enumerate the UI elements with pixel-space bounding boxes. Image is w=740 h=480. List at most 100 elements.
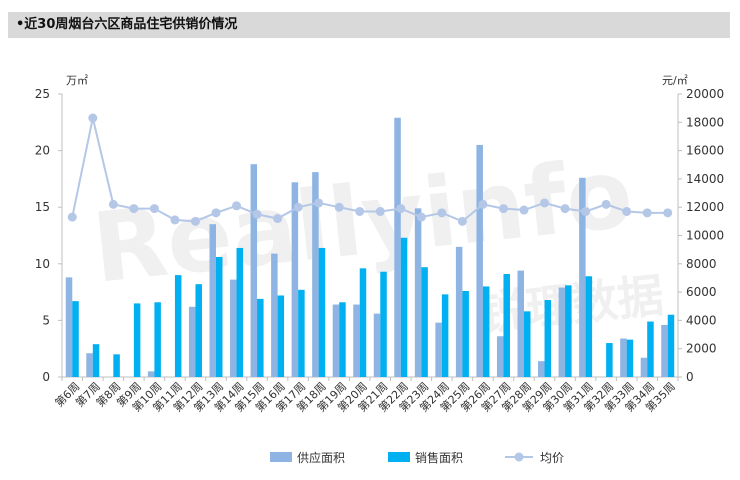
bar-supply <box>455 246 463 377</box>
y-tick-label-left: 15 <box>35 200 50 214</box>
point-avg-price <box>211 208 221 218</box>
bar-sales <box>503 273 510 377</box>
point-avg-price <box>129 204 139 214</box>
bar-sales <box>667 314 675 377</box>
bar-supply <box>86 353 93 377</box>
point-avg-price <box>375 206 385 216</box>
point-avg-price <box>560 204 570 214</box>
y-axis-label-left: 万㎡ <box>66 74 88 87</box>
bar-sales <box>257 298 264 377</box>
bar-sales <box>462 290 469 377</box>
point-avg-price <box>642 208 652 218</box>
point-avg-price <box>416 212 426 222</box>
legend-swatch-sales <box>388 452 410 462</box>
point-avg-price <box>67 212 77 222</box>
bar-sales <box>524 311 531 377</box>
point-avg-price <box>519 205 529 215</box>
bar-sales <box>113 354 120 377</box>
bar-supply <box>538 361 545 377</box>
bar-sales <box>606 343 613 377</box>
y-tick-label-left: 20 <box>35 144 50 158</box>
bar-supply <box>271 253 278 377</box>
bar-sales <box>339 302 346 377</box>
bar-sales <box>441 294 449 377</box>
y-tick-label-right: 14000 <box>686 172 724 186</box>
y-tick-label-right: 8000 <box>686 257 717 271</box>
y-tick-label-left: 0 <box>42 370 50 384</box>
point-avg-price <box>478 199 488 209</box>
bar-sales <box>647 321 654 377</box>
point-avg-price <box>170 215 180 225</box>
bar-supply <box>188 306 196 377</box>
y-axis-label-right: 元/㎡ <box>662 74 688 87</box>
y-tick-label-right: 10000 <box>686 229 724 243</box>
bar-sales <box>277 295 285 377</box>
bar-supply <box>65 277 73 377</box>
legend-swatch-supply <box>270 452 292 462</box>
bar-supply <box>394 117 401 377</box>
legend-label-supply: 供应面积 <box>297 450 345 465</box>
point-avg-price <box>457 216 467 226</box>
y-tick-label-right: 4000 <box>686 313 717 327</box>
bar-sales <box>380 271 387 377</box>
legend-label-avg: 均价 <box>540 451 564 465</box>
y-tick-label-left: 10 <box>35 257 50 271</box>
bar-supply <box>620 338 627 377</box>
point-avg-price <box>232 201 242 211</box>
bar-supply <box>312 172 319 377</box>
bar-sales <box>626 339 634 377</box>
bar-supply <box>291 182 299 377</box>
bar-supply <box>332 304 340 377</box>
bar-supply <box>373 313 381 377</box>
point-avg-price <box>334 202 344 212</box>
point-avg-price <box>437 208 447 218</box>
bar-sales <box>482 286 490 377</box>
point-avg-price <box>622 206 632 216</box>
point-avg-price <box>540 198 550 208</box>
bar-sales <box>565 285 572 377</box>
y-tick-label-left: 5 <box>42 313 50 327</box>
y-tick-label-left: 25 <box>35 87 50 101</box>
bar-supply <box>579 177 586 377</box>
y-tick-label-right: 2000 <box>686 342 717 356</box>
bar-sales <box>236 247 244 377</box>
bar-sales <box>154 302 161 377</box>
y-tick-label-right: 20000 <box>686 87 724 101</box>
point-avg-price <box>273 214 283 224</box>
bar-sales <box>544 300 552 377</box>
point-avg-price <box>355 206 365 216</box>
bar-sales <box>585 276 593 377</box>
point-avg-price <box>108 199 118 209</box>
bar-sales <box>174 275 182 377</box>
bar-supply <box>250 164 258 377</box>
bar-supply <box>640 357 648 377</box>
bar-sales <box>72 301 79 377</box>
bar-sales <box>298 289 305 377</box>
point-avg-price <box>293 202 303 212</box>
bar-sales <box>195 284 202 377</box>
point-avg-price <box>396 204 406 214</box>
bar-supply <box>435 322 442 377</box>
point-avg-price <box>498 204 508 214</box>
y-tick-label-right: 18000 <box>686 115 724 129</box>
bar-sales <box>216 257 223 377</box>
bar-supply <box>476 144 483 377</box>
point-avg-price <box>252 209 262 219</box>
bar-supply <box>230 279 237 377</box>
bar-sales <box>92 344 100 377</box>
y-tick-label-right: 0 <box>686 370 694 384</box>
bar-supply <box>558 287 566 377</box>
point-avg-price <box>581 206 591 216</box>
bar-supply <box>414 208 422 377</box>
bar-sales <box>400 237 408 377</box>
bar-supply <box>496 336 504 377</box>
point-avg-price <box>601 199 611 209</box>
bar-sales <box>318 247 326 377</box>
bar-supply <box>209 224 216 377</box>
point-avg-price <box>88 113 98 123</box>
bar-sales <box>421 267 428 377</box>
bar-supply <box>353 304 360 377</box>
point-avg-price <box>663 208 673 218</box>
y-tick-label-right: 12000 <box>686 200 724 214</box>
